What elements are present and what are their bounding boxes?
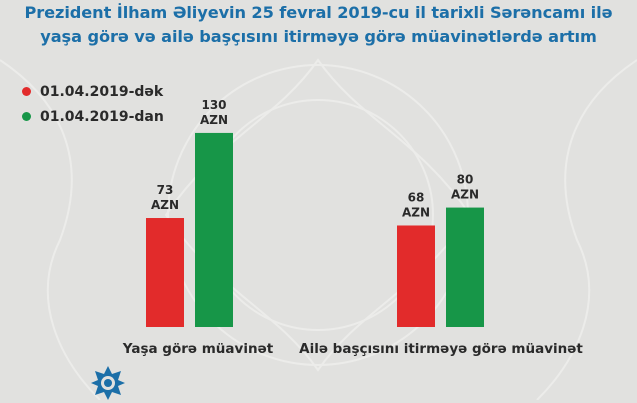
value-label-before-1: 68	[408, 190, 425, 204]
bar-before-1	[397, 225, 435, 327]
legend-dot-before	[22, 87, 31, 96]
value-label-before-0: 73	[157, 183, 174, 197]
bar-after-0	[195, 132, 233, 327]
legend-label-before: 01.04.2019-dək	[40, 83, 164, 100]
star-emblem-icon	[91, 366, 125, 400]
unit-label-after-0: AZN	[200, 113, 228, 127]
unit-label-before-0: AZN	[151, 198, 179, 212]
legend-item-after: 01.04.2019-dan	[22, 104, 164, 129]
bar-before-0	[146, 218, 184, 327]
bar-after-1	[446, 207, 484, 327]
title-line-1: Prezident İlham Əliyevin 25 fevral 2019-…	[24, 3, 613, 22]
chart-title: Prezident İlham Əliyevin 25 fevral 2019-…	[0, 1, 637, 49]
legend-dot-after	[22, 112, 31, 121]
category-label-1: Ailə başçısını itirməyə görə müavinət	[299, 341, 583, 357]
title-line-2: yaşa görə və ailə başçısını itirməyə gör…	[40, 27, 597, 46]
value-label-after-0: 130	[201, 98, 226, 112]
legend-item-before: 01.04.2019-dək	[22, 79, 164, 104]
unit-label-after-1: AZN	[451, 188, 479, 202]
value-label-after-1: 80	[457, 173, 474, 187]
legend-label-after: 01.04.2019-dan	[40, 108, 164, 125]
category-label-0: Yaşa görə müavinət	[122, 341, 274, 357]
unit-label-before-1: AZN	[402, 205, 430, 219]
legend: 01.04.2019-dək 01.04.2019-dan	[22, 79, 164, 129]
